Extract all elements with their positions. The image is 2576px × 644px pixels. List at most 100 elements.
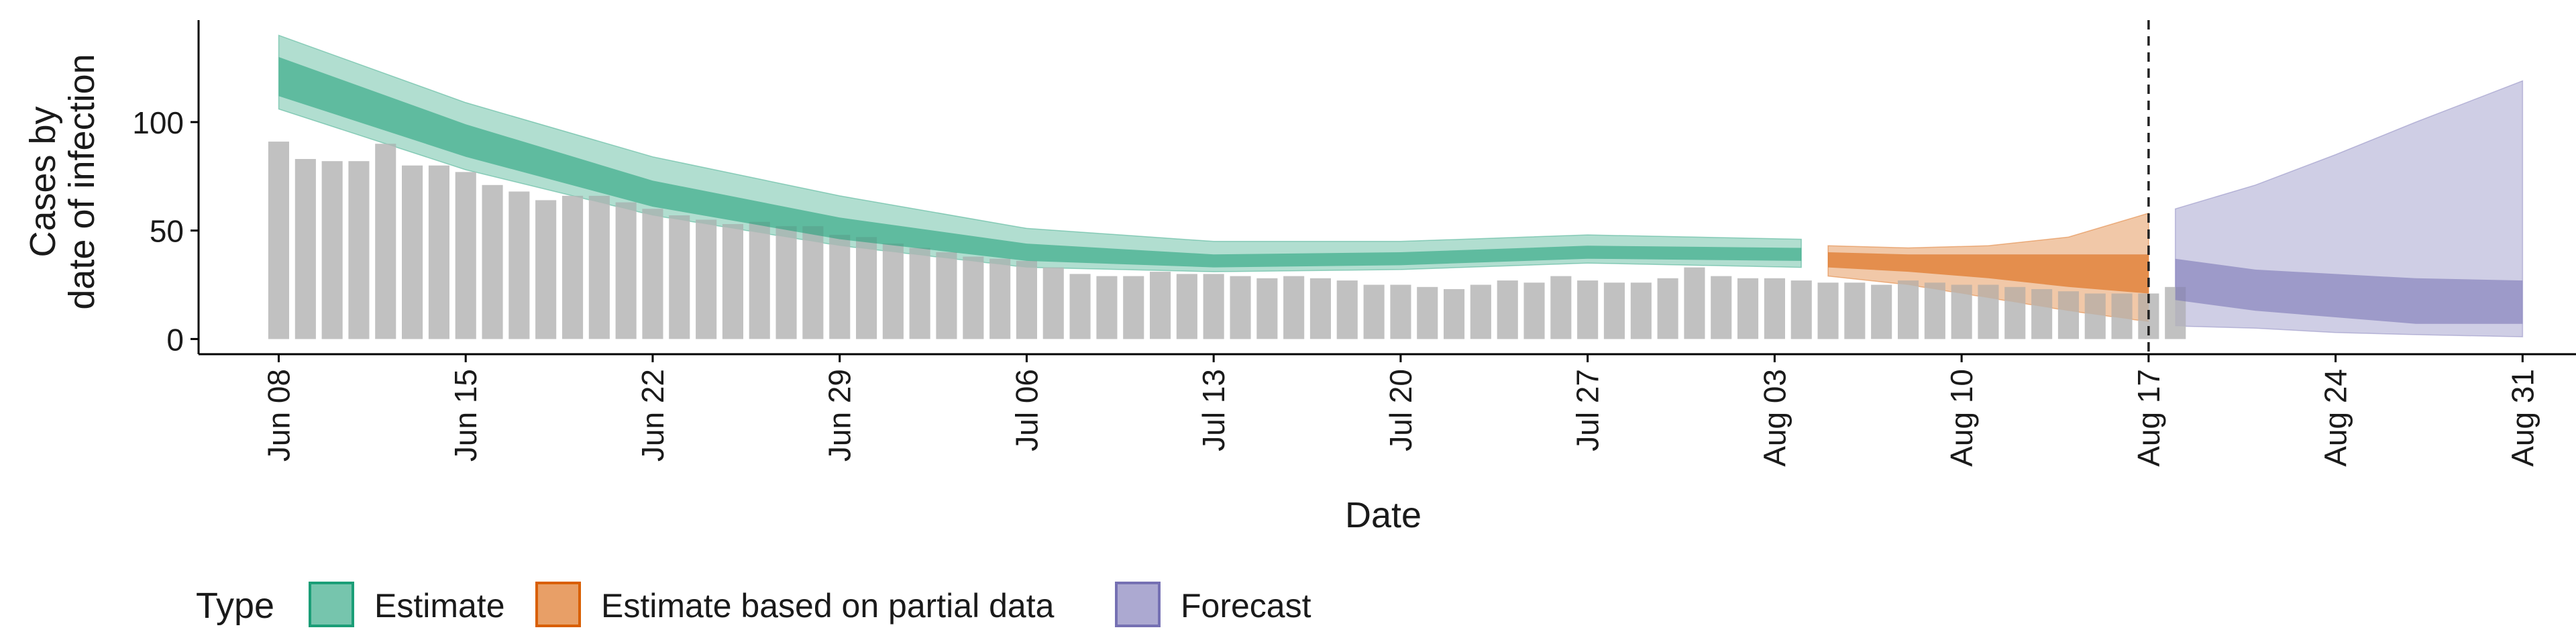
bar <box>455 172 476 339</box>
y-tick-label: 0 <box>166 322 184 357</box>
bar <box>1577 280 1599 339</box>
bar <box>936 252 957 339</box>
bar <box>829 235 851 339</box>
legend-label-estimate: Estimate <box>374 587 505 625</box>
x-tick-label: Aug 31 <box>2505 369 2540 467</box>
estimate-inner-band <box>278 57 1802 268</box>
bar <box>375 144 396 339</box>
bar <box>2111 293 2133 339</box>
bar <box>1150 272 1171 339</box>
x-tick-label: Jul 20 <box>1383 369 1418 451</box>
bar <box>1657 278 1678 339</box>
bar <box>696 219 717 339</box>
bar <box>1230 276 1251 339</box>
bar <box>1016 260 1037 339</box>
bar <box>562 195 584 339</box>
bar <box>1256 278 1278 339</box>
bar <box>802 226 824 339</box>
x-axis-title: Date <box>1345 495 1421 535</box>
x-tick-label: Aug 03 <box>1757 369 1792 467</box>
bar <box>2031 289 2053 339</box>
y-tick-label: 50 <box>150 214 184 249</box>
bar <box>1764 278 1785 339</box>
bar <box>1924 282 1945 339</box>
bar <box>1871 284 1892 339</box>
bar <box>775 226 797 339</box>
bar <box>1817 282 1839 339</box>
bar <box>1283 276 1305 339</box>
x-tick-label: Jul 06 <box>1009 369 1044 451</box>
bar <box>615 202 637 339</box>
y-tick-label: 100 <box>132 105 184 140</box>
legend-swatch-estimate-based-on-partial-data <box>535 582 581 627</box>
x-tick-label: Jul 13 <box>1196 369 1231 451</box>
estimate-outer-band-overlay <box>278 35 1802 272</box>
x-tick-label: Jun 15 <box>448 369 483 462</box>
bar <box>1123 276 1144 339</box>
bar <box>588 195 610 339</box>
bar <box>963 256 984 339</box>
bar <box>1336 280 1358 339</box>
bar <box>1523 282 1545 339</box>
bar <box>2057 291 2079 339</box>
bar <box>722 224 743 339</box>
bar <box>1790 280 1812 339</box>
bar <box>1630 282 1652 339</box>
bar <box>1737 278 1759 339</box>
bar <box>1844 282 1866 339</box>
bar <box>1309 278 1331 339</box>
legend-swatch-forecast <box>1115 582 1161 627</box>
bar <box>642 209 663 339</box>
bands-overlay-layer <box>278 20 2523 354</box>
bar <box>402 165 423 339</box>
bar <box>1417 286 1438 339</box>
bar <box>321 161 343 339</box>
bar <box>1497 280 1518 339</box>
bar <box>1898 280 1919 339</box>
legend-label-forecast: Forecast <box>1181 587 1311 625</box>
bar <box>482 184 503 339</box>
legend: Type Estimate Estimate based on partial d… <box>196 582 1311 627</box>
forecast-inner-band <box>2175 258 2523 324</box>
bar <box>2084 293 2106 339</box>
x-tick-label: Jun 29 <box>822 369 857 462</box>
bar <box>1096 276 1118 339</box>
bar <box>268 142 289 339</box>
x-tick-label: Jun 22 <box>635 369 670 462</box>
bar <box>882 244 904 339</box>
bar <box>1176 274 1197 339</box>
bars-layer <box>268 142 2186 339</box>
bar <box>1444 289 1465 339</box>
bar <box>1363 284 1385 339</box>
bar <box>1203 274 1224 339</box>
x-tick-label: Aug 10 <box>1944 369 1979 467</box>
y-axis-title-line-2: date of infection <box>62 54 102 309</box>
legend-swatch-estimate <box>309 582 354 627</box>
bar <box>428 165 449 339</box>
x-tick-label: Aug 17 <box>2131 369 2166 467</box>
axes-layer: 0 50 100 Jun 08 Jun 15 Jun 22 Jun 29 Jul 06 Jul … <box>132 20 2576 467</box>
bar <box>1711 276 1732 339</box>
bar <box>1951 284 1972 339</box>
bar <box>1550 276 1572 339</box>
y-axis-title-line-1: Cases by <box>23 106 63 257</box>
x-tick-label: Aug 24 <box>2318 369 2353 467</box>
bar <box>1390 284 1411 339</box>
bar <box>294 159 316 339</box>
bar <box>1684 267 1705 339</box>
bar <box>535 200 557 339</box>
estimate-based-on-partial-data-inner-band <box>1828 252 2149 294</box>
bar <box>1603 282 1625 339</box>
legend-title: Type <box>196 586 274 626</box>
bar <box>348 161 370 339</box>
bar <box>1042 267 1064 339</box>
legend-label-estimate-based-on-partial-data: Estimate based on partial data <box>601 587 1055 625</box>
x-tick-label: Jun 08 <box>262 369 297 462</box>
bar <box>909 248 930 339</box>
bar <box>1470 284 1491 339</box>
bar <box>508 191 530 339</box>
bar <box>2004 286 2026 339</box>
bar <box>749 221 770 339</box>
bar <box>856 237 877 339</box>
